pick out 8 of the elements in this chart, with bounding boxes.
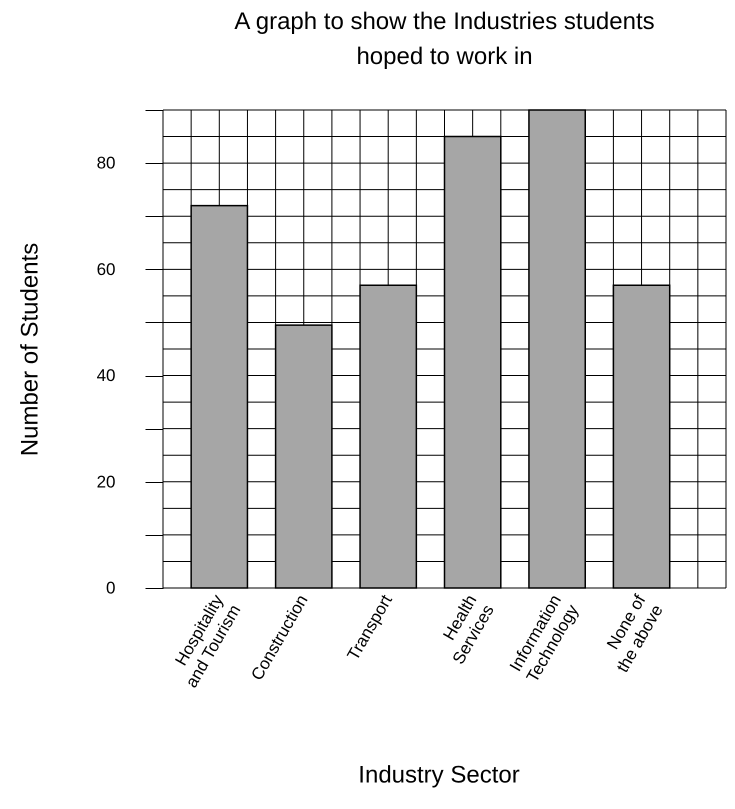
- y-tick-label: 20: [96, 472, 116, 492]
- x-axis-title: Industry Sector: [358, 762, 520, 788]
- y-axis-title: Number of Students: [16, 242, 44, 456]
- y-tick-label: 40: [96, 366, 116, 386]
- y-tick-label: 80: [96, 154, 116, 173]
- chart-title: A graph to show the Industries students hoped to work in: [234, 8, 655, 70]
- y-tick-label: 0: [106, 578, 116, 598]
- y-tick-label: 60: [96, 260, 116, 279]
